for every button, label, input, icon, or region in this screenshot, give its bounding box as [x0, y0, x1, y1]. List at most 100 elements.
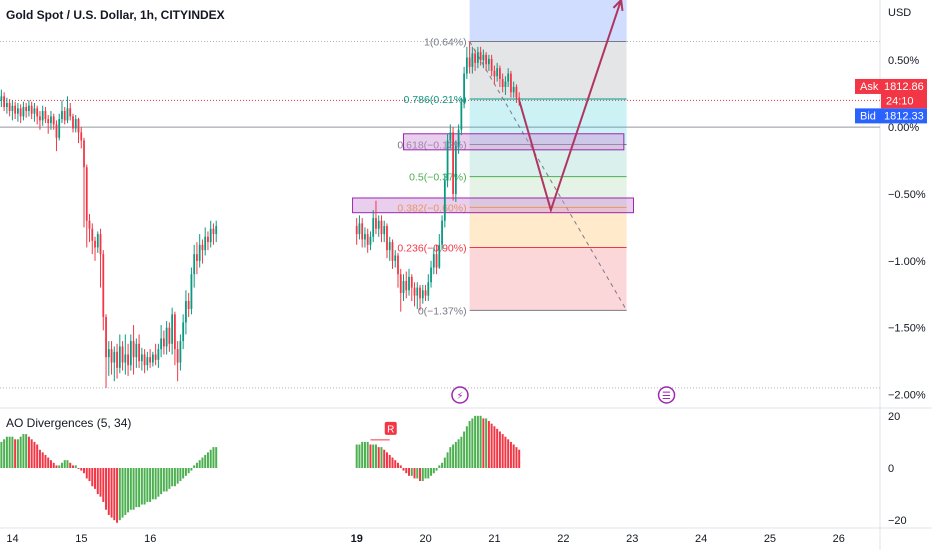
candle-body — [454, 145, 457, 194]
divergence-badge — [384, 421, 397, 435]
candle-body — [138, 343, 140, 362]
indicator-tick-label: 20 — [888, 411, 900, 423]
price-tick-label: −2.00% — [888, 390, 926, 402]
candle-body — [408, 276, 410, 291]
candle-body — [121, 346, 124, 363]
ao-bar — [138, 468, 141, 508]
projection-arrow-path — [518, 0, 623, 214]
candle-body — [55, 124, 58, 138]
ao-bar — [176, 468, 179, 484]
ao-bar — [66, 460, 69, 468]
ao-bar — [209, 449, 212, 468]
candle-body — [58, 119, 61, 138]
ao-bar — [380, 447, 383, 468]
ao-bar — [430, 468, 433, 476]
ao-bar — [363, 441, 366, 468]
ao-bar — [69, 462, 72, 468]
candle-body — [185, 300, 187, 323]
ao-bar — [452, 444, 455, 468]
price-tick-label: 0.50% — [888, 55, 919, 67]
candle-body — [512, 86, 515, 93]
ao-bar — [113, 468, 116, 521]
ao-bar — [482, 418, 485, 468]
candle-body — [383, 226, 386, 235]
ask-label-tag — [855, 78, 881, 94]
ask-value-text: 1812.86 — [884, 81, 924, 93]
fib-level-label: 0.5(−0.37%) — [409, 172, 467, 184]
ask-label-text: Ask — [860, 81, 879, 93]
candle-body — [361, 223, 364, 240]
price-tick-label: −0.50% — [888, 189, 926, 201]
time-tick-label: 16 — [144, 533, 156, 545]
lightning-icon[interactable]: ⚡ — [451, 386, 469, 404]
candle-body — [435, 254, 438, 268]
ao-bar — [427, 468, 430, 479]
candle-body — [507, 73, 510, 82]
projection-path[interactable] — [518, 0, 624, 214]
indicator-tick-label: 0 — [888, 463, 894, 475]
candle-body — [504, 81, 507, 87]
candle-body — [85, 167, 88, 221]
candle-body — [196, 254, 198, 261]
ao-bar — [11, 436, 14, 468]
ao-bar — [215, 447, 218, 468]
ao-bar — [432, 468, 435, 474]
ao-bar — [446, 452, 449, 468]
ao-bar — [8, 436, 11, 468]
ao-bar — [361, 441, 364, 468]
ao-bar — [441, 462, 444, 468]
candle-body — [176, 349, 179, 363]
ao-bar — [171, 468, 174, 487]
fib-level-label: 0(−1.37%) — [418, 305, 467, 317]
ao-bar — [435, 468, 438, 471]
candle-body — [375, 218, 377, 229]
ao-bar — [424, 468, 427, 479]
ao-bar — [129, 468, 132, 510]
indicator-title[interactable]: AO Divergences (5, 34) — [6, 416, 132, 430]
ao-bar — [80, 468, 83, 471]
ao-bar — [385, 452, 388, 468]
ao-bar — [121, 468, 124, 518]
ao-bar — [474, 415, 477, 468]
bid-value-text: 1812.33 — [884, 110, 924, 122]
countdown-text: 24:10 — [886, 95, 914, 107]
ao-bar — [476, 415, 479, 468]
us-flag-icon[interactable]: ☰ — [657, 386, 676, 404]
event-markers[interactable]: ⚡ ☰ — [451, 386, 676, 404]
bid-label-text: Bid — [860, 110, 876, 122]
candle-body — [14, 105, 17, 114]
candle-body — [66, 108, 69, 121]
candle-body — [96, 234, 99, 248]
ao-bar — [479, 415, 482, 468]
time-tick-label: 25 — [764, 533, 776, 545]
divergence-badge-label: R — [387, 424, 394, 435]
ao-bar — [91, 468, 94, 487]
ao-bar — [162, 468, 165, 492]
ao-bar — [49, 460, 52, 468]
ao-bar — [36, 444, 39, 468]
ao-bar — [366, 441, 369, 468]
ao-bar — [19, 436, 22, 468]
candle-body — [421, 290, 424, 299]
candle-body — [364, 234, 366, 240]
candle-body — [207, 236, 209, 243]
ao-bar — [487, 421, 490, 468]
price-tags: Ask 1812.86 24:10 Bid 1812.33 — [855, 78, 927, 124]
ao-bar — [160, 468, 163, 495]
ao-bar — [410, 468, 413, 476]
candle-body — [91, 228, 94, 241]
candle-body — [212, 228, 215, 235]
ao-bar — [77, 468, 80, 469]
candlestick-series — [0, 41, 521, 388]
candle-body — [518, 97, 521, 101]
ao-bar — [182, 468, 185, 479]
ao-bar — [507, 439, 510, 468]
candle-body — [446, 140, 449, 181]
candle-body — [386, 226, 388, 251]
candle-body — [369, 236, 372, 245]
candle-body — [201, 244, 204, 251]
candle-body — [397, 255, 399, 275]
candle-body — [99, 234, 102, 255]
candle-body — [215, 226, 218, 235]
